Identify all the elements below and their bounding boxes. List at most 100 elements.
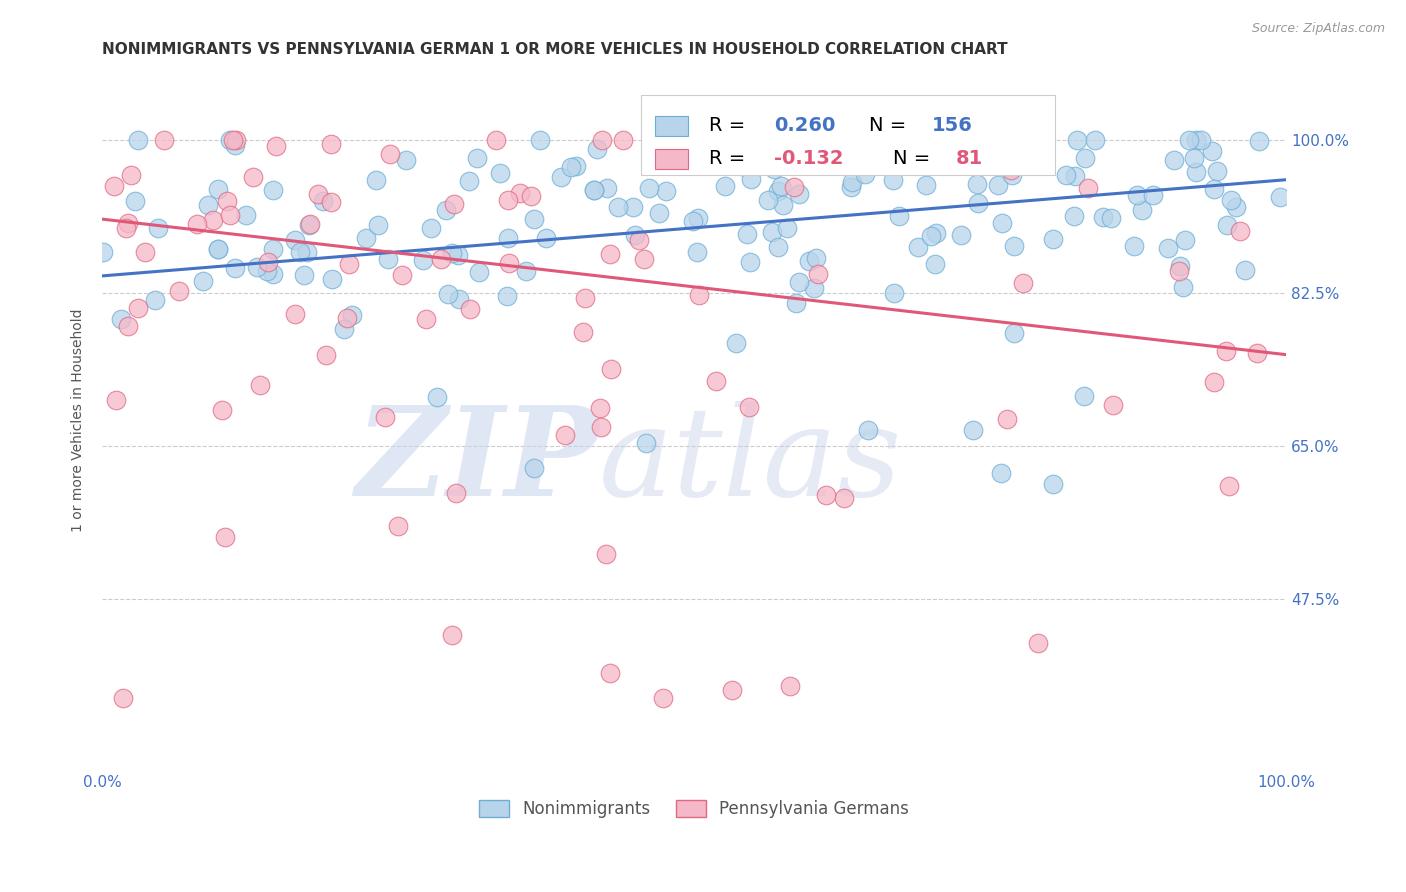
Point [990, 216, 1012, 230]
Point [1142, 187, 1164, 202]
Point [560, 160, 582, 174]
Point [1185, 165, 1208, 179]
Point [214, 530, 236, 544]
Point [283, 307, 305, 321]
Point [110, 312, 132, 326]
Point [498, 256, 520, 270]
Point [740, 255, 762, 269]
Point [1174, 233, 1197, 247]
Point [858, 423, 880, 437]
Point [565, 159, 588, 173]
Point [1077, 181, 1099, 195]
Point [966, 177, 988, 191]
Point [766, 184, 789, 198]
Point [1229, 224, 1251, 238]
Text: -0.132: -0.132 [775, 149, 844, 169]
Point [523, 212, 546, 227]
Point [1170, 259, 1192, 273]
Point [1163, 153, 1185, 167]
Point [920, 228, 942, 243]
Point [612, 133, 634, 147]
Point [807, 267, 830, 281]
Point [288, 245, 311, 260]
Text: R =: R = [709, 117, 752, 136]
Point [1000, 163, 1022, 178]
Point [1064, 169, 1087, 184]
Point [225, 133, 247, 147]
Point [583, 183, 606, 197]
Point [1001, 168, 1024, 182]
Point [434, 203, 457, 218]
Point [766, 239, 789, 253]
Point [246, 260, 269, 275]
Point [1216, 218, 1239, 232]
Point [485, 133, 508, 147]
Point [962, 423, 984, 437]
Point [311, 194, 333, 209]
Point [1202, 182, 1225, 196]
Point [415, 311, 437, 326]
Point [624, 228, 647, 243]
Point [520, 188, 543, 202]
Point [731, 159, 754, 173]
Point [1099, 211, 1122, 225]
Point [356, 231, 378, 245]
Point [882, 173, 904, 187]
Point [211, 403, 233, 417]
Point [222, 133, 245, 147]
Point [907, 240, 929, 254]
Point [887, 210, 910, 224]
Point [1215, 343, 1237, 358]
Point [425, 390, 447, 404]
Point [534, 231, 557, 245]
Point [468, 265, 491, 279]
Point [1002, 238, 1025, 252]
Point [117, 318, 139, 333]
Point [1173, 280, 1195, 294]
Point [574, 291, 596, 305]
Text: 156: 156 [932, 117, 973, 136]
Point [924, 256, 946, 270]
Point [806, 252, 828, 266]
Point [740, 172, 762, 186]
Point [960, 133, 983, 147]
Point [1102, 398, 1125, 412]
Point [496, 193, 519, 207]
Point [529, 133, 551, 147]
Point [803, 281, 825, 295]
Point [465, 151, 488, 165]
Point [444, 485, 467, 500]
Point [380, 146, 402, 161]
Point [1268, 190, 1291, 204]
Point [688, 288, 710, 302]
Point [636, 436, 658, 450]
Point [104, 393, 127, 408]
Point [1042, 476, 1064, 491]
Point [443, 196, 465, 211]
Point [841, 175, 863, 189]
Point [447, 248, 470, 262]
Point [1042, 232, 1064, 246]
Point [990, 466, 1012, 480]
Point [770, 179, 793, 194]
Point [845, 136, 868, 151]
Point [633, 252, 655, 266]
Point [201, 213, 224, 227]
Point [853, 167, 876, 181]
Point [1206, 164, 1229, 178]
Point [1220, 194, 1243, 208]
Point [1066, 133, 1088, 147]
Point [264, 139, 287, 153]
Point [787, 186, 810, 201]
Point [1092, 211, 1115, 225]
Point [292, 268, 315, 282]
Point [249, 378, 271, 392]
Point [111, 691, 134, 706]
Point [994, 133, 1017, 147]
Point [839, 179, 862, 194]
Point [460, 302, 482, 317]
FancyBboxPatch shape [641, 95, 1054, 176]
Point [925, 226, 948, 240]
Point [1073, 389, 1095, 403]
Point [599, 247, 621, 261]
